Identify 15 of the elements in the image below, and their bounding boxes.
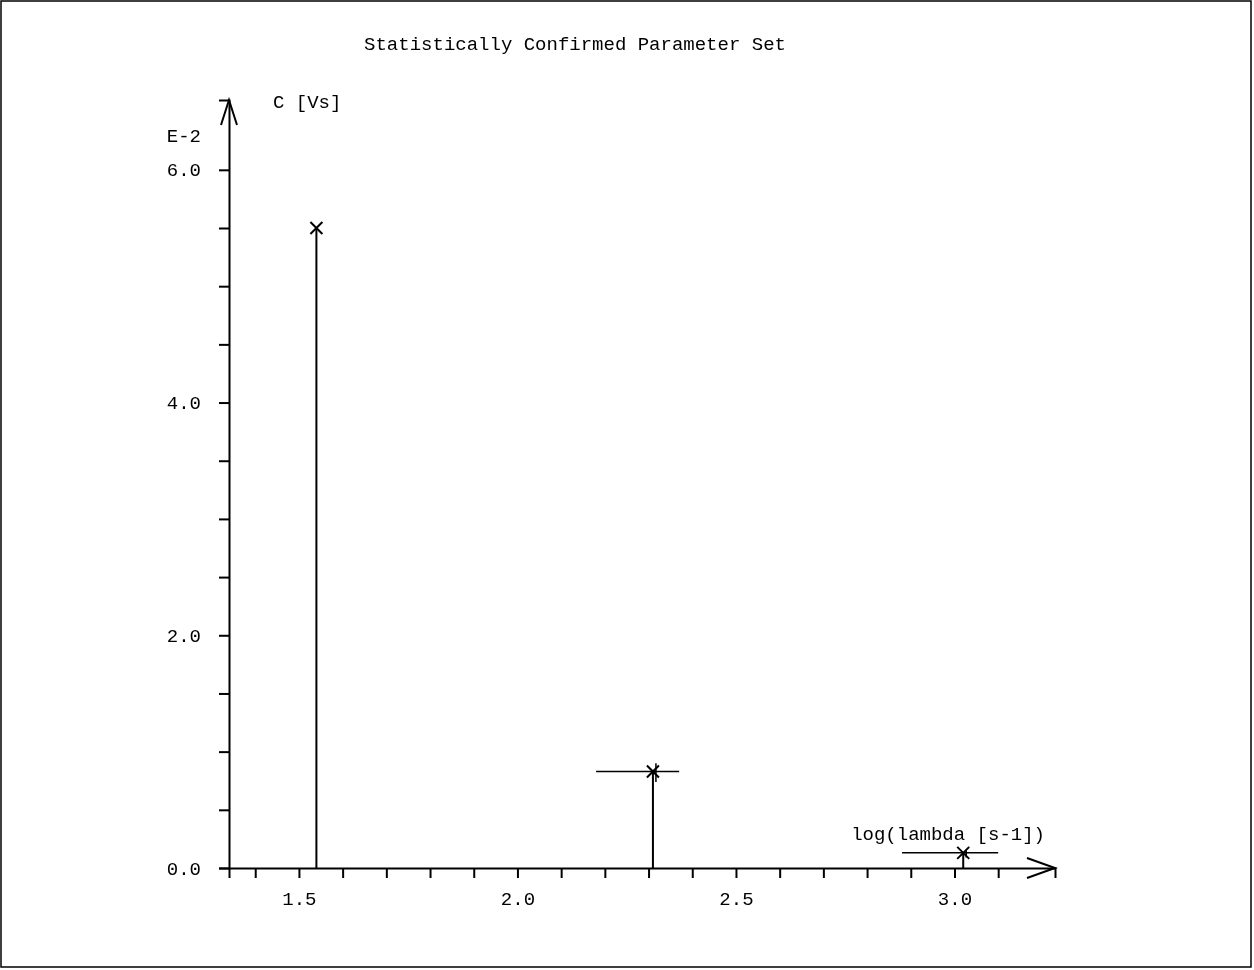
x-tick-label: 3.0 xyxy=(937,889,973,912)
x-tick-label: 2.0 xyxy=(500,889,536,912)
x-tick-label: 2.5 xyxy=(719,889,754,912)
y-tick-label: 6.0 xyxy=(166,160,201,183)
text: E-2 xyxy=(166,126,201,148)
chart-title: Statistically Confirmed Parameter Set xyxy=(364,34,786,56)
x-tick-label: 1.5 xyxy=(282,889,317,912)
point xyxy=(309,221,324,235)
point xyxy=(956,845,971,860)
y-tick-label: 0.0 xyxy=(166,858,201,881)
y-tick-label: 4.0 xyxy=(166,393,201,416)
x-axis-title: log(lambda [s-1]) xyxy=(851,824,1045,846)
point xyxy=(645,764,660,779)
y-axis-title: C [Vs] xyxy=(273,92,342,114)
y-tick-label: 2.0 xyxy=(166,625,201,648)
